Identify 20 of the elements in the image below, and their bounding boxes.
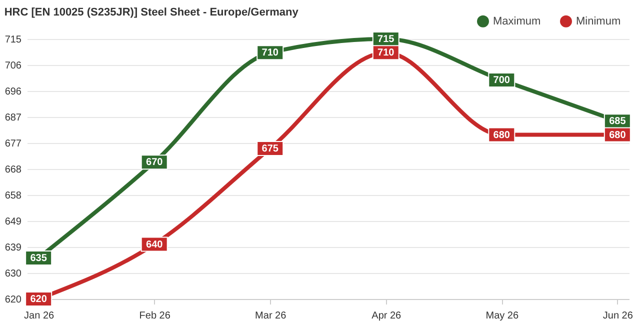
y-tick-label: 620 (4, 294, 22, 306)
y-tick-label: 668 (4, 164, 22, 176)
y-tick-label: 715 (4, 34, 22, 46)
x-tick-label: Apr 26 (372, 310, 402, 322)
y-tick-label: 706 (4, 60, 22, 72)
x-tick-label: Mar 26 (255, 310, 287, 322)
y-tick-label: 677 (4, 138, 22, 150)
y-tick-label: 658 (4, 190, 22, 202)
legend-label: Maximum (493, 15, 541, 28)
x-tick-label: Feb 26 (139, 310, 171, 322)
legend-label: Minimum (576, 15, 621, 28)
y-tick-label: 687 (4, 112, 22, 124)
y-tick-label: 639 (4, 242, 22, 254)
chart-title: HRC [EN 10025 (S235JR)] Steel Sheet - Europe/Germany (4, 6, 300, 18)
y-tick-label: 649 (4, 216, 22, 228)
x-tick-label: May 26 (486, 310, 519, 322)
y-tick-label: 696 (4, 86, 22, 98)
x-tick-label: Jun 26 (602, 310, 634, 322)
y-tick-label: 630 (4, 268, 22, 280)
x-tick-label: Jan 26 (24, 310, 55, 322)
